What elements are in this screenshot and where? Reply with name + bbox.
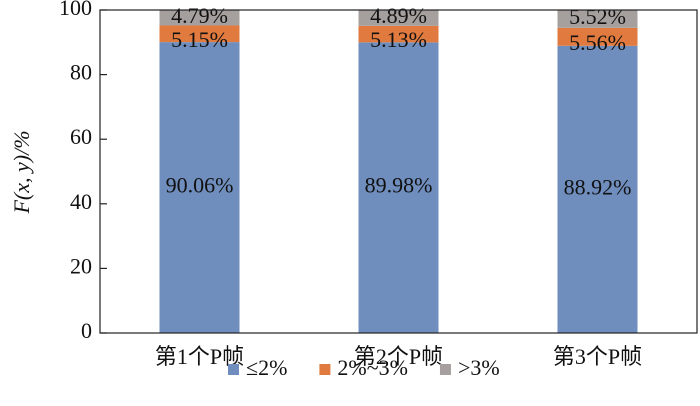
- bar-segment: [159, 25, 240, 43]
- value-label: 4.79%: [171, 3, 228, 28]
- value-label: 4.89%: [370, 3, 427, 28]
- legend-swatch: [228, 364, 239, 375]
- y-tick-label: 60: [70, 124, 92, 149]
- y-axis-label: F(x, y)/%: [9, 130, 34, 214]
- bar-segment: [358, 10, 439, 26]
- x-tick-label: 第2个P帧: [354, 344, 443, 369]
- bar-segment: [159, 10, 240, 26]
- value-label: 5.15%: [171, 27, 228, 52]
- value-label: 88.92%: [564, 174, 632, 199]
- value-label: 89.98%: [365, 173, 433, 198]
- legend-label: >3%: [458, 355, 500, 380]
- y-tick-label: 0: [81, 318, 92, 343]
- legend-label: ≤2%: [246, 355, 287, 380]
- bar-segment: [159, 42, 240, 333]
- y-tick-label: 40: [70, 189, 92, 214]
- y-tick-label: 100: [59, 0, 92, 20]
- legend-swatch: [439, 364, 451, 375]
- bar-segment: [557, 10, 638, 28]
- value-label: 5.13%: [370, 27, 427, 52]
- plot-frame: [99, 9, 698, 334]
- bar-segment: [358, 42, 439, 334]
- legend-swatch: [319, 364, 331, 375]
- value-label: 5.56%: [569, 30, 626, 55]
- bar-segment: [557, 45, 638, 334]
- y-tick-label: 20: [70, 253, 92, 278]
- bar-segment: [358, 25, 439, 43]
- x-tick-label: 第3个P帧: [553, 344, 642, 369]
- bar-segment: [557, 27, 638, 46]
- legend-label: 2%~3%: [337, 355, 408, 380]
- value-label: 90.06%: [166, 173, 234, 198]
- y-tick-label: 80: [70, 60, 92, 85]
- value-label: 5.52%: [569, 4, 626, 29]
